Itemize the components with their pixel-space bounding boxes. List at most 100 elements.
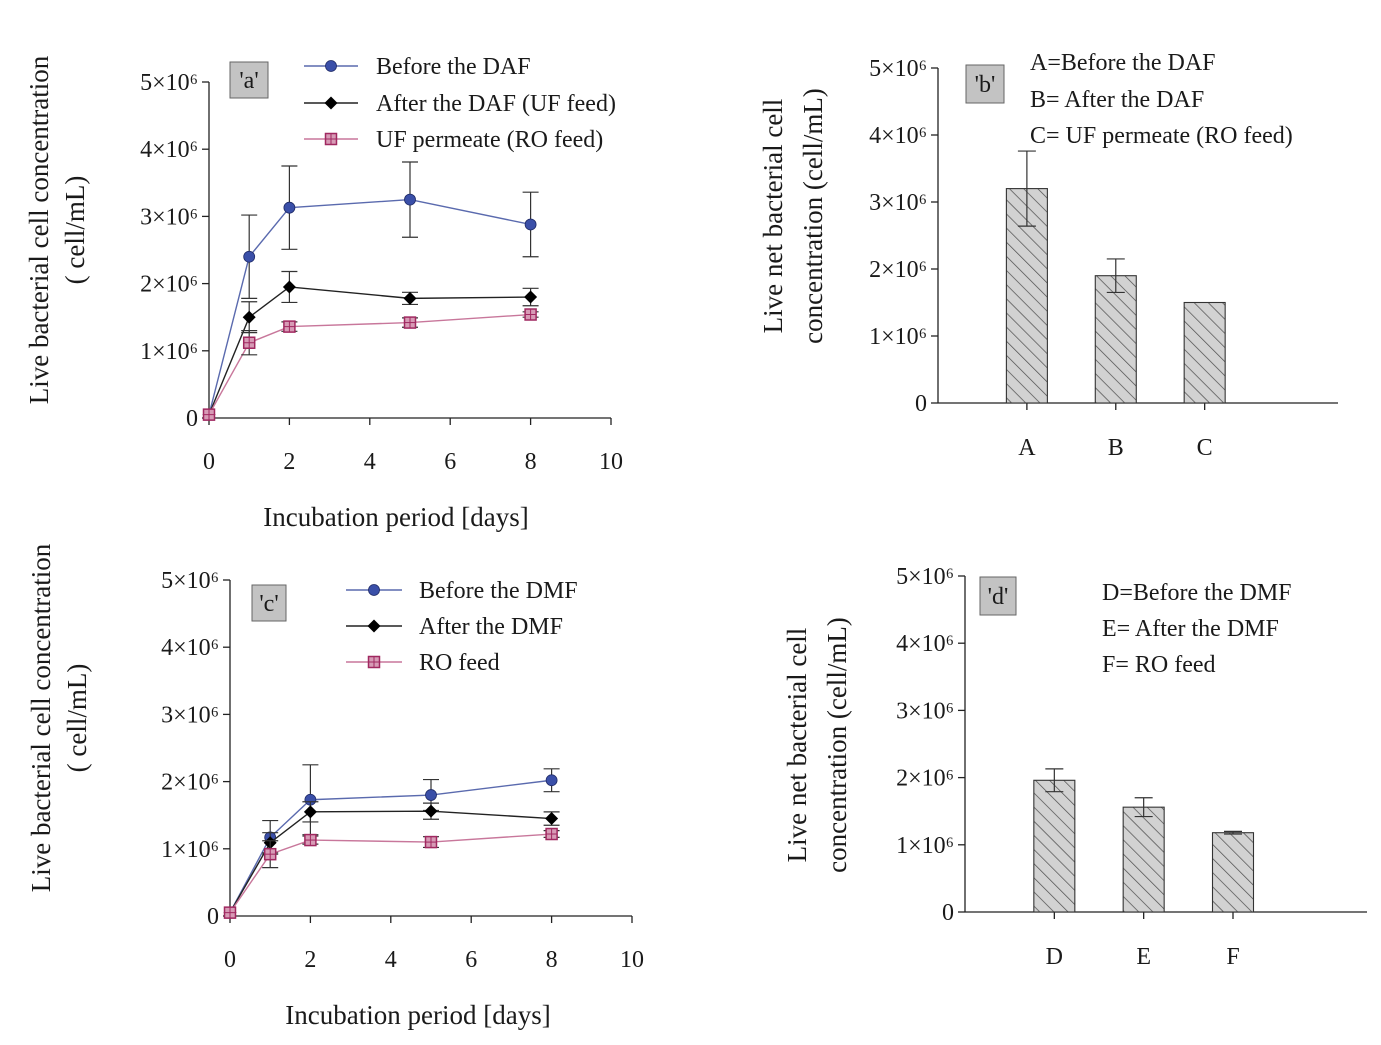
data-point xyxy=(304,833,317,847)
data-point xyxy=(545,812,559,826)
legend-marker xyxy=(324,132,338,146)
y-tick-label: 0 xyxy=(915,391,927,417)
y-tick-label: 2×10⁶ xyxy=(896,766,954,792)
x-tick-label: D xyxy=(1046,944,1063,970)
y-tick-label: 4×10⁶ xyxy=(140,137,198,163)
bar xyxy=(1033,779,1076,913)
legend-label: D=Before the DMF xyxy=(1102,580,1292,606)
panel-tag-label: 'c' xyxy=(259,591,278,617)
error-bar xyxy=(1134,797,1153,818)
panel-tag: 'd' xyxy=(979,576,1017,616)
data-point xyxy=(263,847,277,861)
y-tick-label: 4×10⁶ xyxy=(869,123,927,149)
chart-panel-d: 0 1×10⁶ 2×10⁶ 3×10⁶ 4×10⁶ 5×10⁶ D E F Live net ba… xyxy=(782,564,1367,970)
y-axis-title: ( cell/mL) xyxy=(62,664,92,773)
x-tick-label: 8 xyxy=(546,947,558,973)
bar xyxy=(1122,806,1165,913)
y-tick-label: 0 xyxy=(186,406,198,432)
data-point xyxy=(524,308,537,321)
data-point xyxy=(524,218,537,231)
legend-label: A=Before the DAF xyxy=(1030,50,1216,76)
data-point xyxy=(425,789,437,801)
panel-tag: 'b' xyxy=(965,64,1005,104)
y-axis-title: Live bacterial cell concentration xyxy=(24,55,54,404)
x-tick-label: A xyxy=(1018,435,1036,461)
error-bar xyxy=(1045,768,1064,793)
x-tick-label: 4 xyxy=(364,449,376,475)
data-point xyxy=(524,290,538,304)
panel-tag: 'a' xyxy=(229,61,269,99)
legend-label: After the DAF (UF feed) xyxy=(376,91,616,117)
x-tick-label: 0 xyxy=(203,449,215,475)
error-bar xyxy=(1017,150,1036,227)
y-tick-label: 0 xyxy=(207,904,219,930)
error-bar xyxy=(1106,258,1125,294)
data-point xyxy=(243,250,256,263)
data-point xyxy=(283,320,296,333)
y-tick-label: 3×10⁶ xyxy=(161,702,219,728)
legend-marker xyxy=(367,655,381,669)
legend-label: After the DMF xyxy=(419,614,563,640)
y-tick-label: 5×10⁶ xyxy=(140,70,198,96)
error-bar xyxy=(1224,830,1242,835)
data-point xyxy=(403,291,417,305)
legend-label: Before the DMF xyxy=(419,578,578,604)
y-axis-title: ( cell/mL) xyxy=(60,176,90,285)
y-axis-title: Live bacterial cell concentration xyxy=(26,543,56,892)
data-point xyxy=(404,193,416,206)
y-tick-label: 3×10⁶ xyxy=(896,698,954,724)
legend-label: RO feed xyxy=(419,650,500,676)
bar xyxy=(1094,275,1137,404)
y-tick-label: 5×10⁶ xyxy=(161,568,219,594)
y-tick-label: 2×10⁶ xyxy=(140,272,198,298)
legend-label: C= UF permeate (RO feed) xyxy=(1030,123,1293,149)
series-1 xyxy=(223,801,560,920)
x-tick-label: 10 xyxy=(599,449,623,475)
y-tick-label: 4×10⁶ xyxy=(896,631,954,657)
y-tick-label: 1×10⁶ xyxy=(896,833,954,859)
x-axis-title: Incubation period [days] xyxy=(263,502,528,532)
data-point xyxy=(545,827,558,841)
y-tick-label: 3×10⁶ xyxy=(140,204,198,230)
panel-tag-label: 'b' xyxy=(975,72,996,98)
legend-marker xyxy=(324,96,338,110)
y-axis-title: Live net bacterial cell xyxy=(782,628,812,863)
data-point xyxy=(223,906,237,919)
series-2 xyxy=(223,827,560,919)
legend-label: B= After the DAF xyxy=(1030,87,1204,113)
legend-label: F= RO feed xyxy=(1102,652,1216,678)
series-2 xyxy=(202,308,539,421)
x-tick-label: C xyxy=(1197,435,1213,461)
data-point xyxy=(283,201,296,214)
data-point xyxy=(424,835,438,849)
panel-tag: 'c' xyxy=(251,584,287,622)
x-tick-label: 0 xyxy=(224,947,236,973)
data-point xyxy=(424,804,438,818)
series-1 xyxy=(202,270,539,422)
y-tick-label: 1×10⁶ xyxy=(161,837,219,863)
legend-label: E= After the DMF xyxy=(1102,616,1279,642)
y-tick-label: 1×10⁶ xyxy=(869,324,927,350)
y-tick-label: 1×10⁶ xyxy=(140,339,198,365)
data-point xyxy=(242,336,256,349)
x-axis-title: Incubation period [days] xyxy=(285,1000,550,1030)
x-tick-label: 6 xyxy=(465,947,477,973)
data-point xyxy=(282,280,296,294)
x-tick-label: 8 xyxy=(525,449,537,475)
data-point xyxy=(545,774,558,787)
series-0 xyxy=(203,161,539,421)
panel-tag-label: 'd' xyxy=(988,584,1009,610)
y-tick-label: 0 xyxy=(942,900,954,926)
series-line xyxy=(208,286,531,415)
x-tick-label: 2 xyxy=(304,947,316,973)
series-line xyxy=(229,833,552,914)
y-tick-label: 3×10⁶ xyxy=(869,190,927,216)
x-tick-label: 10 xyxy=(620,947,644,973)
x-tick-label: B xyxy=(1108,435,1124,461)
series-line xyxy=(229,779,552,913)
legend-marker xyxy=(367,619,381,633)
series-line xyxy=(229,810,552,913)
x-tick-label: F xyxy=(1226,944,1239,970)
data-point xyxy=(202,408,216,421)
